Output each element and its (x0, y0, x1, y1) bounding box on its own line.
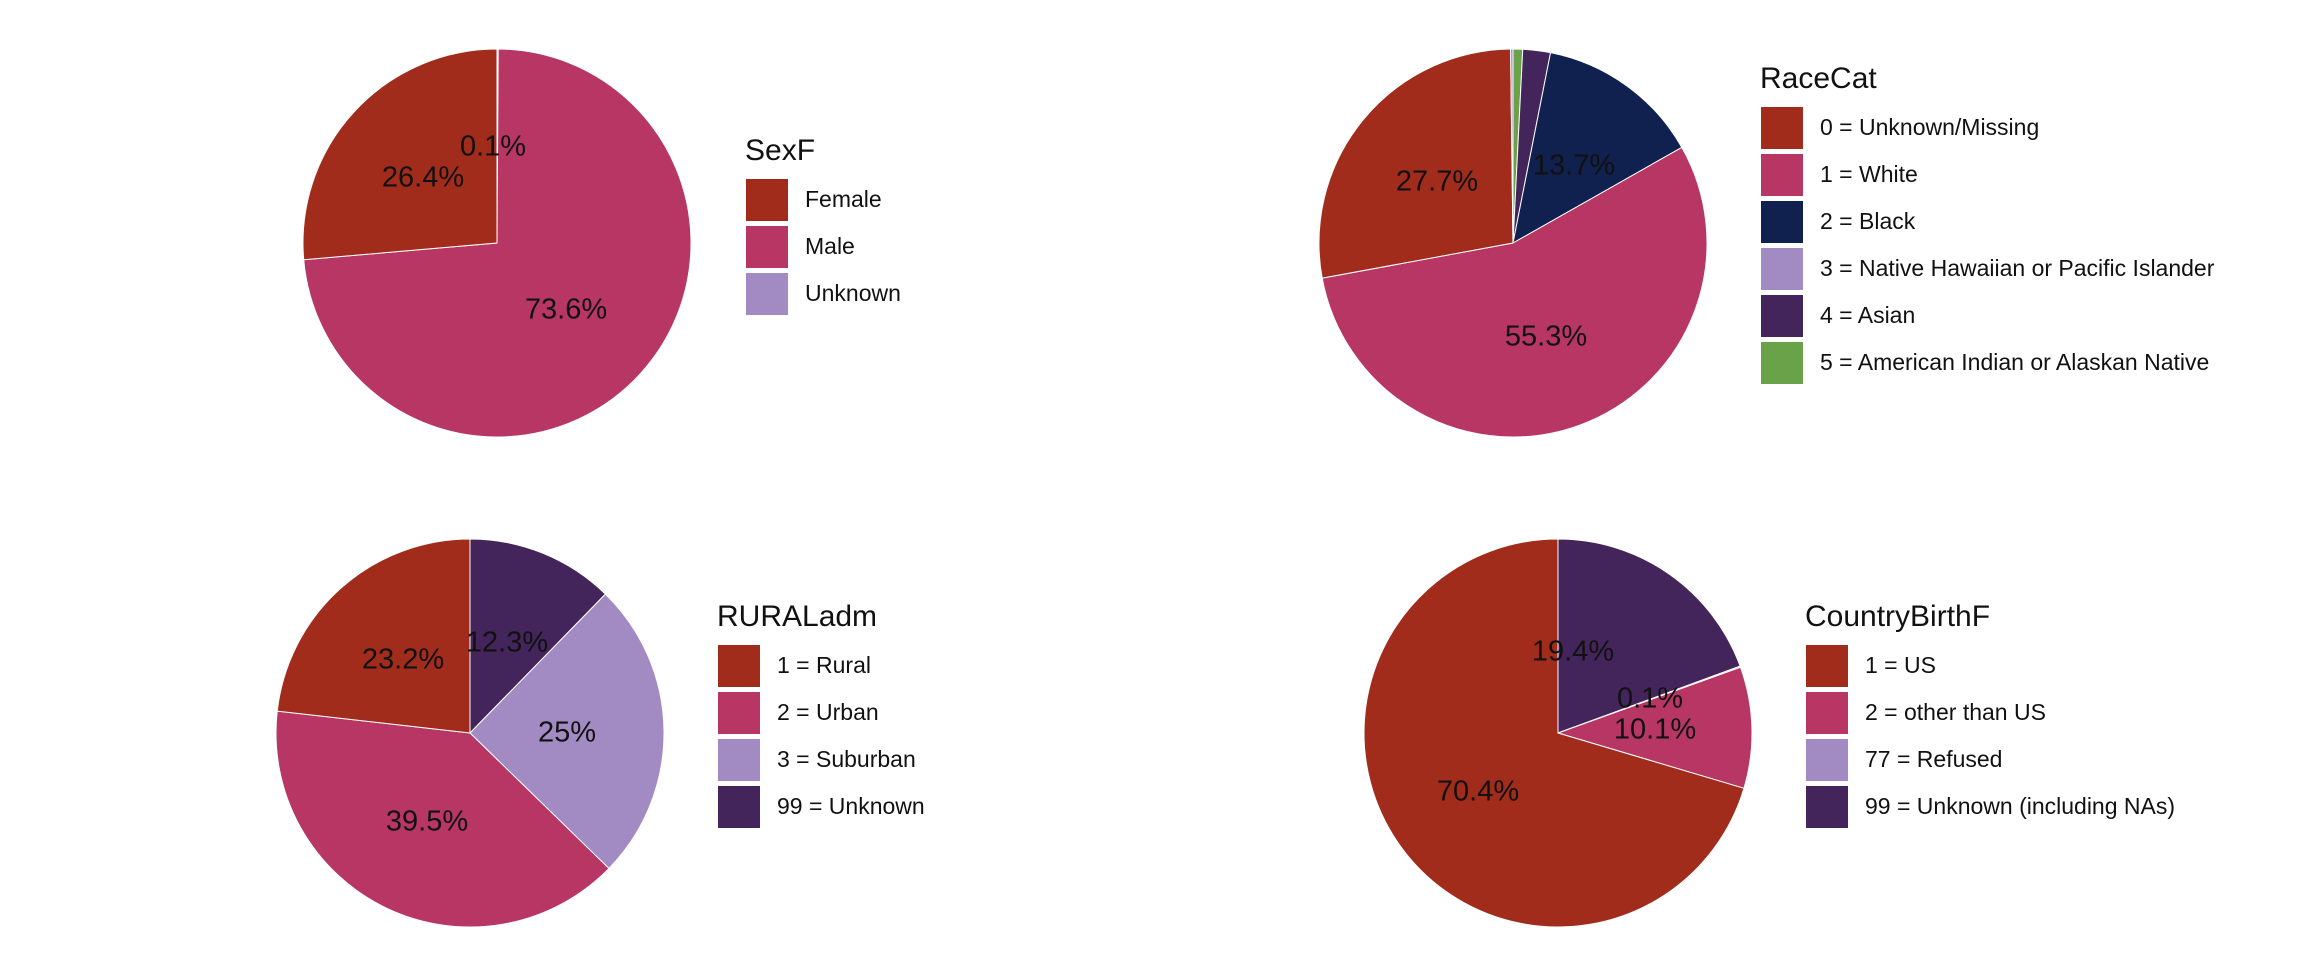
slice-percent-label: 27.7% (1396, 166, 1478, 198)
pie-chart-countrybirthf: 70.4% 10.1%0.1%19.4% CountryBirthF 1 = US 2 … (1363, 538, 2175, 928)
legend-label-1-rural: 1 = Rural (777, 652, 871, 678)
legend-label-3-native-hawaiian-or-pacific-islander: 3 = Native Hawaiian or Pacific Islander (1820, 255, 2215, 281)
pie-slice-0-unknown-missing (1318, 48, 1514, 279)
legend-label-2-black: 2 = Black (1820, 208, 1916, 234)
legend-title: CountryBirthF (1805, 600, 1990, 633)
pie-slice-female (302, 48, 498, 261)
legend-swatch-1-us (1804, 643, 1850, 689)
pie-slice-3-suburban (469, 593, 665, 870)
legend-swatch-unknown (744, 271, 790, 317)
slice-percent-label: 19.4% (1532, 636, 1614, 668)
legend-swatch-female (744, 177, 790, 223)
slice-percent-label: 0.1% (460, 131, 526, 163)
legend-swatch-2-urban (716, 690, 762, 736)
legend-swatch-3-suburban (716, 737, 762, 783)
legend-label-99-unknown-including-nas: 99 = Unknown (including NAs) (1865, 793, 2175, 819)
legend-label-female: Female (805, 186, 882, 212)
slice-percent-label: 25% (538, 717, 596, 749)
legend-swatch-5-american-indian-or-alaskan-native (1759, 340, 1805, 386)
slice-percent-label: 26.4% (382, 162, 464, 194)
slice-percent-label: 39.5% (386, 806, 468, 838)
pie-chart-racecat: 27.7% 55.3% 13.7% RaceCat 0 = Unknown/Missin… (1318, 48, 2215, 438)
slice-percent-label: 73.6% (525, 294, 607, 326)
legend-swatch-4-asian (1759, 293, 1805, 339)
legend-racecat: RaceCat 0 = Unknown/Missing 1 = White 2 = B… (1759, 62, 2215, 386)
pie-chart-ruraladm: 23.2% 39.5% 25% 12.3% RURALadm 1 = Rural 2 = U… (275, 538, 925, 928)
legend-swatch-2-other-than-us (1804, 690, 1850, 736)
pie-chart-sexf: 26.4% 73.6% 0.1% SexF Female Male Unknown (302, 48, 901, 438)
legend-ruraladm: RURALadm 1 = Rural 2 = Urban 3 = Suburban 99… (716, 600, 925, 830)
slice-percent-label: 70.4% (1437, 776, 1519, 808)
legend-label-77-refused: 77 = Refused (1865, 746, 2002, 772)
pie-slice-2-black (1512, 52, 1683, 244)
legend-label-5-american-indian-or-alaskan-native: 5 = American Indian or Alaskan Native (1820, 349, 2209, 375)
legend-title: RURALadm (717, 600, 877, 633)
legend-swatch-99-unknown-including-nas (1804, 784, 1850, 830)
legend-label-male: Male (805, 233, 855, 259)
pie-slice-2-other-than-us (1556, 666, 1753, 789)
pie-slice-2-urban (275, 710, 610, 928)
legend-swatch-3-native-hawaiian-or-pacific-islander (1759, 246, 1805, 292)
legend-title: RaceCat (1760, 62, 1877, 95)
legend-swatch-99-unknown (716, 784, 762, 830)
legend-swatch-male (744, 224, 790, 270)
legend-swatch-1-white (1759, 152, 1805, 198)
legend-label-4-asian: 4 = Asian (1820, 302, 1915, 328)
slice-percent-label: 55.3% (1505, 321, 1587, 353)
pie-slice-3-native-hawaiian-or-pacific-islander (1510, 48, 1514, 244)
legend-label-0-unknown-missing: 0 = Unknown/Missing (1820, 114, 2039, 140)
legend-label-1-us: 1 = US (1865, 652, 1936, 678)
pie-slice-1-us (1363, 538, 1745, 928)
slice-percent-label: 12.3% (466, 627, 548, 659)
legend-swatch-2-black (1759, 199, 1805, 245)
legend-swatch-0-unknown-missing (1759, 105, 1805, 151)
legend-sexf: SexF Female Male Unknown (744, 134, 901, 317)
pie-slice-1-rural (276, 538, 471, 734)
legend-label-1-white: 1 = White (1820, 161, 1918, 187)
slice-percent-label: 13.7% (1533, 150, 1615, 182)
legend-label-3-suburban: 3 = Suburban (777, 746, 916, 772)
legend-label-unknown: Unknown (805, 280, 901, 306)
slice-percent-label: 10.1% (1614, 714, 1696, 746)
legend-label-99-unknown: 99 = Unknown (777, 793, 925, 819)
slice-percent-label: 0.1% (1617, 683, 1683, 715)
legend-label-2-urban: 2 = Urban (777, 699, 879, 725)
legend-title: SexF (745, 134, 815, 167)
slice-percent-label: 23.2% (362, 644, 444, 676)
legend-swatch-1-rural (716, 643, 762, 689)
legend-countrybirthf: CountryBirthF 1 = US 2 = other than US 77 =… (1804, 600, 2175, 830)
legend-label-2-other-than-us: 2 = other than US (1865, 699, 2046, 725)
pie-slice-1-white (1321, 146, 1708, 438)
legend-swatch-77-refused (1804, 737, 1850, 783)
pie-slice-99-unknown-including-nas (1557, 538, 1741, 734)
pie-slice-99-unknown (469, 538, 607, 735)
